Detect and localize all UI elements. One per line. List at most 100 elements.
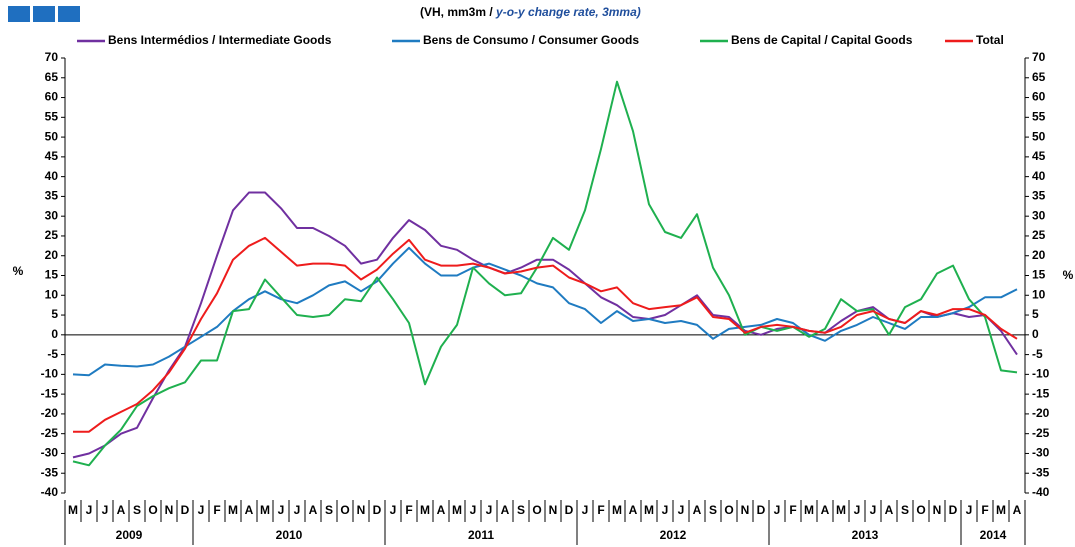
- x-tick-label: D: [565, 503, 574, 517]
- x-tick-label: F: [405, 503, 412, 517]
- x-tick-label: O: [916, 503, 925, 517]
- y2-tick-label: 30: [1032, 208, 1046, 222]
- x-tick-label: N: [357, 503, 366, 517]
- y-tick-label: -35: [41, 465, 59, 479]
- y-axis-label: %: [13, 264, 24, 278]
- x-tick-label: O: [148, 503, 157, 517]
- y2-tick-label: -25: [1032, 426, 1050, 440]
- x-tick-label: S: [517, 503, 525, 517]
- x-tick-label: J: [486, 503, 493, 517]
- x-tick-label: N: [165, 503, 174, 517]
- y-tick-label: 60: [45, 90, 59, 104]
- x-group-label: 2010: [276, 528, 303, 542]
- series-line: [72, 191, 1018, 459]
- y-tick-label: -15: [41, 386, 59, 400]
- x-tick-label: M: [228, 503, 238, 517]
- x-tick-label: O: [724, 503, 733, 517]
- y2-tick-label: 20: [1032, 248, 1046, 262]
- x-tick-label: O: [340, 503, 349, 517]
- y-tick-label: 35: [45, 189, 59, 203]
- logo-block: [8, 6, 30, 22]
- y-tick-label: -5: [47, 347, 58, 361]
- y2-tick-label: -30: [1032, 446, 1050, 460]
- series-line: [72, 80, 1018, 467]
- x-tick-label: J: [278, 503, 285, 517]
- x-tick-label: A: [437, 503, 446, 517]
- x-tick-label: F: [213, 503, 220, 517]
- x-tick-label: O: [532, 503, 541, 517]
- y-tick-label: -20: [41, 406, 59, 420]
- y-tick-label: 40: [45, 169, 59, 183]
- x-group-label: 2014: [980, 528, 1007, 542]
- x-tick-label: J: [662, 503, 669, 517]
- x-tick-label: A: [309, 503, 318, 517]
- x-tick-label: A: [693, 503, 702, 517]
- x-tick-label: A: [821, 503, 830, 517]
- x-tick-label: J: [294, 503, 301, 517]
- x-tick-label: N: [741, 503, 750, 517]
- x-tick-label: S: [901, 503, 909, 517]
- series-line: [72, 246, 1018, 377]
- title: (VH, mm3m /: [420, 5, 493, 19]
- y-tick-label: 20: [45, 248, 59, 262]
- x-tick-label: D: [373, 503, 382, 517]
- x-tick-label: J: [678, 503, 685, 517]
- y-tick-label: -10: [41, 367, 59, 381]
- y-tick-label: 5: [51, 307, 58, 321]
- y-tick-label: 70: [45, 50, 59, 64]
- x-tick-label: J: [774, 503, 781, 517]
- x-tick-label: A: [501, 503, 510, 517]
- y2-tick-label: -35: [1032, 465, 1050, 479]
- y2-tick-label: 50: [1032, 129, 1046, 143]
- y2-tick-label: 65: [1032, 70, 1046, 84]
- y-tick-label: 25: [45, 228, 59, 242]
- y2-axis-label: %: [1063, 268, 1074, 282]
- y2-tick-label: -40: [1032, 485, 1050, 499]
- x-tick-label: D: [757, 503, 766, 517]
- y2-tick-label: 35: [1032, 189, 1046, 203]
- x-tick-label: A: [245, 503, 254, 517]
- x-group-label: 2012: [660, 528, 687, 542]
- legend-label: Bens de Consumo / Consumer Goods: [423, 33, 639, 47]
- chart-title: (VH, mm3m / y-o-y change rate, 3mma): [420, 5, 641, 19]
- x-tick-label: A: [629, 503, 638, 517]
- x-tick-label: M: [68, 503, 78, 517]
- y-tick-label: 45: [45, 149, 59, 163]
- x-tick-label: S: [133, 503, 141, 517]
- y2-tick-label: 10: [1032, 287, 1046, 301]
- x-tick-label: A: [885, 503, 894, 517]
- legend-label: Bens Intermédios / Intermediate Goods: [108, 33, 332, 47]
- x-tick-label: A: [117, 503, 126, 517]
- y2-tick-label: 5: [1032, 307, 1039, 321]
- y-tick-label: 55: [45, 109, 59, 123]
- y-tick-label: 65: [45, 70, 59, 84]
- logo-block: [58, 6, 80, 22]
- legend-label: Total: [976, 33, 1004, 47]
- y2-tick-label: -15: [1032, 386, 1050, 400]
- y-tick-label: -30: [41, 446, 59, 460]
- series-line: [73, 236, 1018, 433]
- y-tick-label: 15: [45, 268, 59, 282]
- x-tick-label: F: [789, 503, 796, 517]
- x-tick-label: M: [452, 503, 462, 517]
- x-tick-label: M: [836, 503, 846, 517]
- y-tick-label: 10: [45, 287, 59, 301]
- y-tick-label: -40: [41, 485, 59, 499]
- x-tick-label: M: [420, 503, 430, 517]
- x-tick-label: J: [198, 503, 205, 517]
- x-group-label: 2009: [116, 528, 143, 542]
- x-tick-label: J: [854, 503, 861, 517]
- y2-tick-label: 60: [1032, 90, 1046, 104]
- x-tick-label: J: [390, 503, 397, 517]
- x-tick-label: D: [949, 503, 958, 517]
- x-tick-label: D: [181, 503, 190, 517]
- y2-tick-label: 15: [1032, 268, 1046, 282]
- y-tick-label: -25: [41, 426, 59, 440]
- x-group-label: 2011: [468, 528, 494, 542]
- x-group-label: 2013: [852, 528, 879, 542]
- legend-label: Bens de Capital / Capital Goods: [731, 33, 913, 47]
- y2-tick-label: 0: [1032, 327, 1039, 341]
- y2-tick-label: 70: [1032, 50, 1046, 64]
- logo-block: [33, 6, 55, 22]
- x-tick-label: J: [582, 503, 589, 517]
